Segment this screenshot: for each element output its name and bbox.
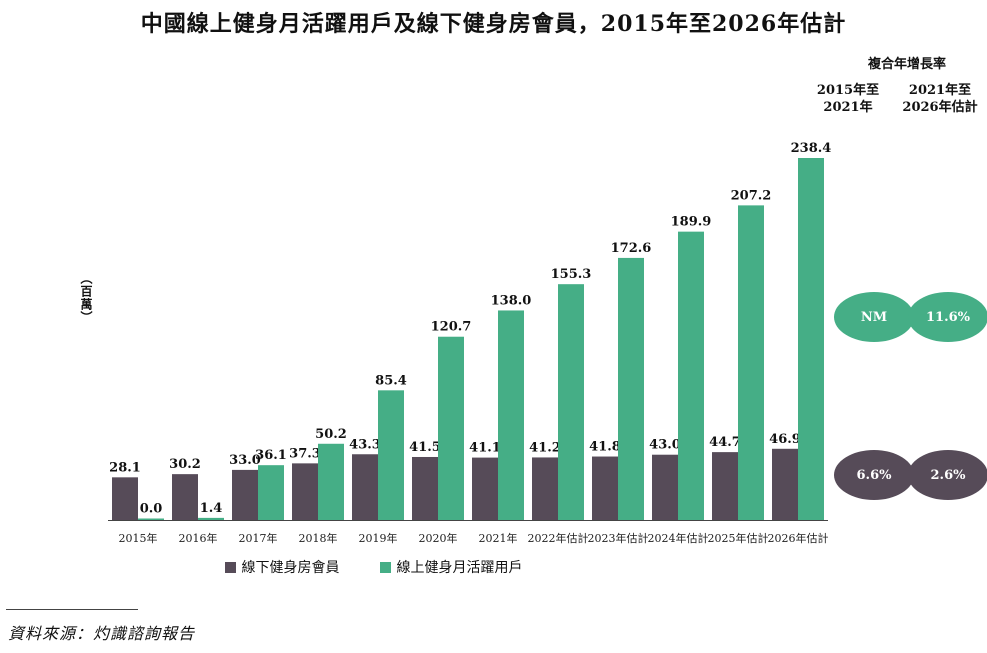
bar-offline-11: [772, 448, 798, 520]
bar-offline-8: [592, 456, 618, 520]
bar-offline-6: [472, 457, 498, 520]
bar-online-7: [558, 284, 584, 520]
data-label-online-9: 189.9: [671, 215, 712, 230]
cagr-offline-2021-2026: 2.6%: [908, 450, 987, 500]
chart-title: 中國線上健身月活躍用戶及線下健身房會員，2015年至2026年估計: [140, 11, 847, 37]
cagr-online-2015-2021: NM: [834, 292, 914, 342]
bar-online-4: [378, 390, 404, 520]
cagr-offline-2015-2021: 6.6%: [834, 450, 914, 500]
source-divider: [6, 609, 138, 610]
cagr-col2-line1: 2021年至: [908, 83, 972, 98]
x-tick-label-2: 2017年: [239, 531, 278, 545]
bar-offline-4: [352, 454, 378, 520]
data-label-offline-10: 44.7: [709, 435, 741, 450]
bar-offline-7: [532, 457, 558, 520]
data-label-online-6: 138.0: [491, 293, 532, 308]
data-label-offline-11: 46.9: [769, 432, 801, 447]
bar-online-1: [198, 517, 224, 520]
bar-online-11: [798, 158, 824, 520]
cagr-col1-line2: 2021年: [823, 100, 873, 115]
cagr-heading: 複合年增長率: [867, 57, 946, 72]
bar-online-6: [498, 310, 524, 520]
data-label-online-1: 1.4: [200, 501, 223, 516]
data-label-offline-2: 33.0: [229, 453, 261, 468]
data-label-online-7: 155.3: [551, 267, 592, 282]
x-tick-label-7: 2022年估計: [528, 531, 589, 545]
data-label-offline-3: 37.3: [289, 446, 321, 461]
bar-offline-0: [112, 477, 138, 520]
bar-online-8: [618, 257, 644, 520]
cagr-col1-header: 2015年至 2021年: [808, 82, 888, 116]
data-label-online-4: 85.4: [375, 373, 407, 388]
data-label-online-5: 120.7: [431, 320, 472, 335]
data-label-offline-6: 41.1: [469, 441, 501, 456]
data-label-offline-1: 30.2: [169, 457, 201, 472]
data-label-online-3: 50.2: [315, 427, 347, 442]
data-label-offline-8: 41.8: [589, 440, 621, 455]
data-label-online-2: 36.1: [255, 448, 287, 463]
bar-chart: 28.1 0.0 2015年 30.2 1.4 2016年 33.036.1 2017年 37.…: [108, 141, 832, 545]
bar-online-0: [138, 518, 164, 520]
bar-online-10: [738, 205, 764, 520]
cagr-col2-header: 2021年至 2026年估計: [890, 82, 987, 116]
data-label-offline-7: 41.2: [529, 440, 561, 455]
x-tick-label-9: 2024年估計: [648, 531, 709, 545]
legend-label-online: 線上健身月活躍用戶: [396, 560, 523, 576]
legend-item-offline: 線下健身房會員: [224, 557, 340, 577]
bar-offline-3: [292, 463, 318, 520]
legend: 線下健身房會員 線上健身月活躍用戶: [0, 557, 867, 577]
bar-offline-10: [712, 452, 738, 520]
x-tick-label-5: 2020年: [419, 531, 458, 545]
data-label-online-10: 207.2: [731, 188, 772, 203]
x-tick-label-8: 2023年估計: [588, 531, 649, 545]
x-tick-label-1: 2016年: [179, 531, 218, 545]
legend-item-online: 線上健身月活躍用戶: [379, 557, 523, 577]
data-label-offline-0: 28.1: [109, 460, 141, 475]
cagr-col2-line2: 2026年估計: [902, 100, 978, 115]
bar-online-3: [318, 443, 344, 520]
x-tick-label-0: 2015年: [119, 531, 158, 545]
data-label-offline-9: 43.0: [649, 438, 681, 453]
data-label-online-11: 238.4: [791, 141, 832, 156]
data-label-online-8: 172.6: [611, 241, 652, 256]
x-tick-label-6: 2021年: [479, 531, 518, 545]
x-tick-label-4: 2019年: [359, 531, 398, 545]
legend-swatch-online: [379, 561, 391, 573]
bar-online-9: [678, 231, 704, 520]
bar-offline-9: [652, 454, 678, 520]
x-tick-label-11: 2026年估計: [768, 531, 829, 545]
cagr-online-2021-2026: 11.6%: [908, 292, 987, 342]
bar-online-2: [258, 465, 284, 520]
bar-offline-1: [172, 474, 198, 520]
x-tick-label-10: 2025年估計: [708, 531, 769, 545]
data-label-online-0: 0.0: [140, 502, 163, 517]
legend-swatch-offline: [224, 561, 236, 573]
data-label-offline-4: 43.3: [349, 437, 381, 452]
bar-online-5: [438, 336, 464, 520]
bar-offline-5: [412, 456, 438, 520]
legend-label-offline: 線下健身房會員: [241, 560, 340, 576]
y-axis-label: （百萬）: [79, 272, 93, 324]
source-note: 資料來源：灼識諮詢報告: [8, 624, 196, 643]
data-label-offline-5: 41.5: [409, 440, 441, 455]
x-tick-label-3: 2018年: [299, 531, 338, 545]
cagr-col1-line1: 2015年至: [816, 83, 880, 98]
bar-offline-2: [232, 469, 258, 520]
